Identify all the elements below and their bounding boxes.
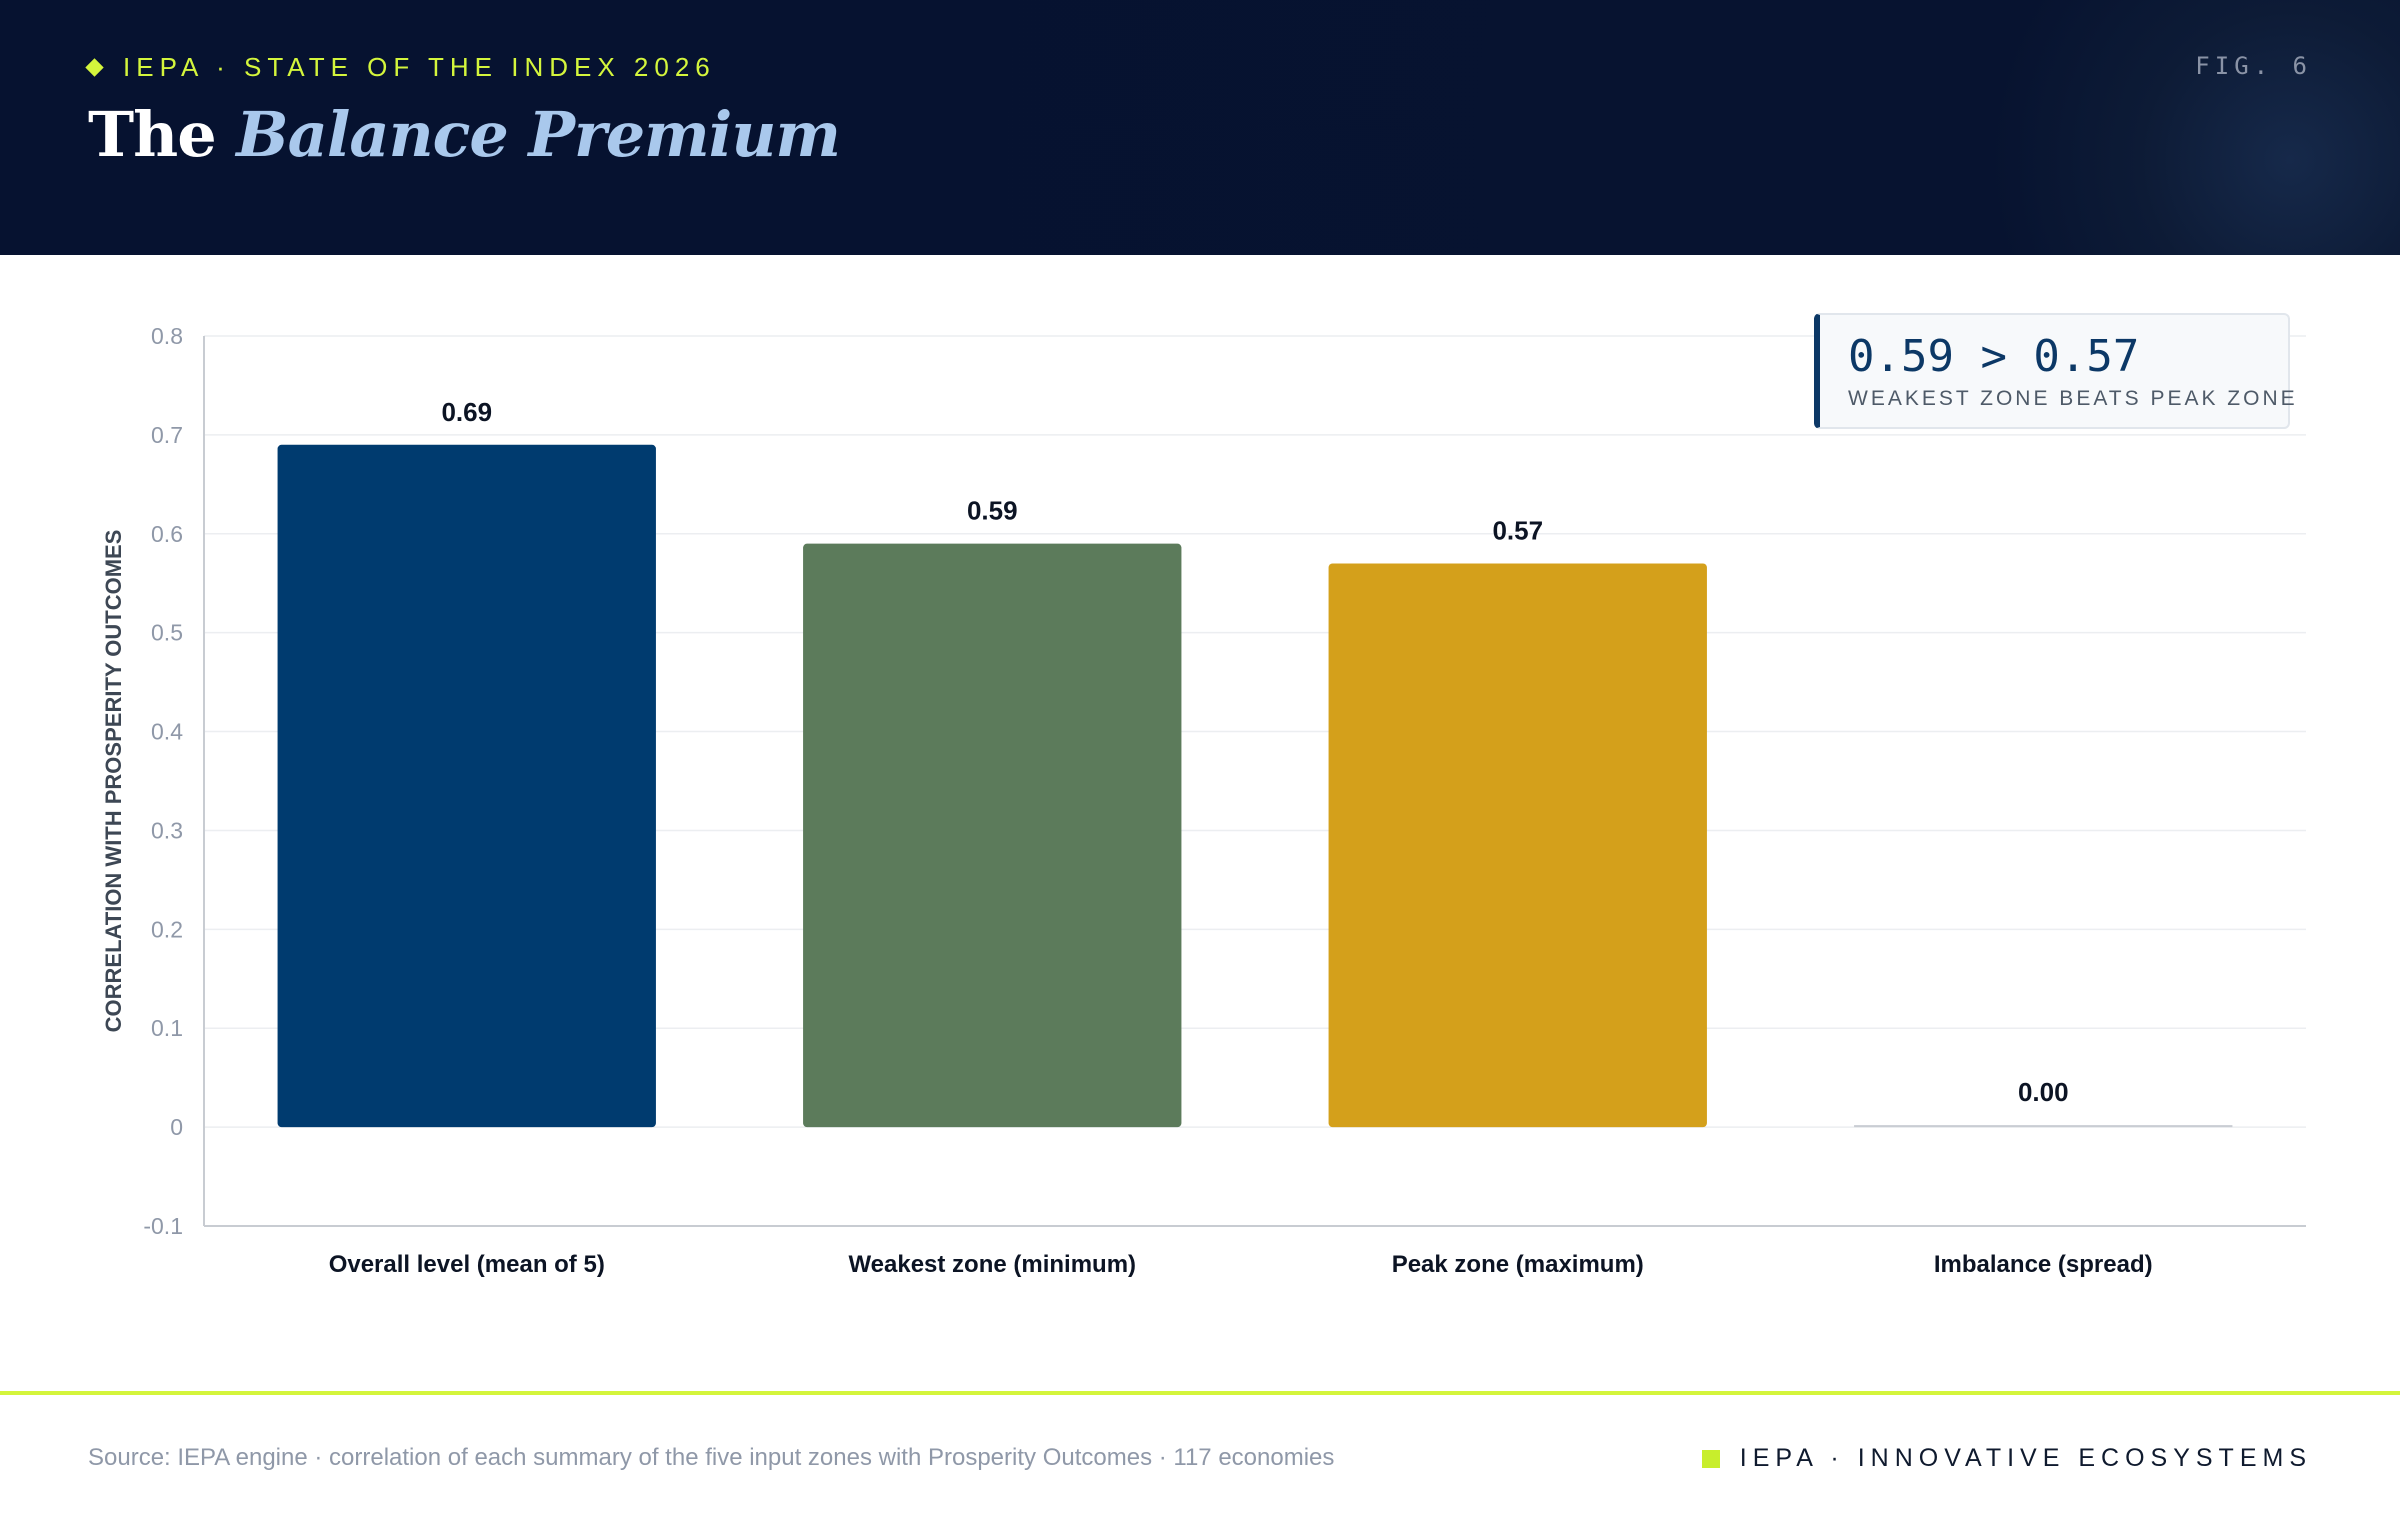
- brand: IEPA · INNOVATIVE ECOSYSTEMS: [1701, 1444, 2312, 1473]
- bar-chart: -0.1 0 0.1 0.2 0.3 0.4 0.5 0.6 0.7 0.8 CORRELATION…: [101, 323, 2306, 1278]
- x-tick-label: Overall level (mean of 5): [329, 1251, 605, 1278]
- page-title: The Balance Premium: [88, 98, 841, 171]
- bar: [1854, 1125, 2233, 1128]
- y-tick-label: 0.3: [151, 817, 183, 843]
- y-tick-label: -0.1: [143, 1213, 183, 1239]
- figure-label: FIG. 6: [2195, 52, 2312, 80]
- x-tick-label: Weakest zone (minimum): [848, 1251, 1136, 1278]
- y-tick-label: 0.7: [151, 422, 183, 448]
- callout-caption: WEAKEST ZONE BEATS PEAK ZONE: [1848, 387, 2298, 410]
- source-note: Source: IEPA engine · correlation of eac…: [88, 1444, 1335, 1471]
- title-accent: Balance Premium: [236, 98, 841, 171]
- kicker-text: IEPA · STATE OF THE INDEX 2026: [123, 51, 716, 82]
- data-label: 0.59: [967, 496, 1018, 526]
- y-tick-label: 0.5: [151, 620, 183, 646]
- y-tick-label: 0.4: [151, 719, 183, 745]
- bar: [803, 543, 1182, 1128]
- y-tick-label: 0.1: [151, 1015, 183, 1041]
- y-axis-title: CORRELATION WITH PROSPERITY OUTCOMES: [101, 530, 126, 1033]
- y-tick-label: 0.8: [151, 323, 183, 349]
- y-tick-label: 0: [170, 1114, 183, 1140]
- data-label: 0.00: [2018, 1077, 2069, 1107]
- y-tick-label: 0.2: [151, 916, 183, 942]
- bar: [1328, 563, 1707, 1128]
- footer-divider: [0, 1391, 2400, 1395]
- brand-square-icon: [1701, 1449, 1720, 1468]
- data-label: 0.69: [441, 397, 492, 427]
- title-main: The: [88, 98, 217, 171]
- diamond-icon: [85, 57, 104, 77]
- y-tick-label: 0.6: [151, 521, 183, 547]
- data-label: 0.57: [1492, 515, 1543, 545]
- header: IEPA · STATE OF THE INDEX 2026 FIG. 6 Th…: [0, 0, 2400, 255]
- brand-text: IEPA · INNOVATIVE ECOSYSTEMS: [1739, 1444, 2312, 1472]
- bar: [277, 444, 656, 1128]
- kicker: IEPA · STATE OF THE INDEX 2026: [85, 51, 716, 82]
- x-tick-label: Peak zone (maximum): [1392, 1251, 1644, 1278]
- callout-box: 0.59 > 0.57 WEAKEST ZONE BEATS PEAK ZONE: [1814, 313, 2295, 429]
- x-tick-label: Imbalance (spread): [1934, 1251, 2153, 1278]
- callout-headline: 0.59 > 0.57: [1848, 331, 2140, 382]
